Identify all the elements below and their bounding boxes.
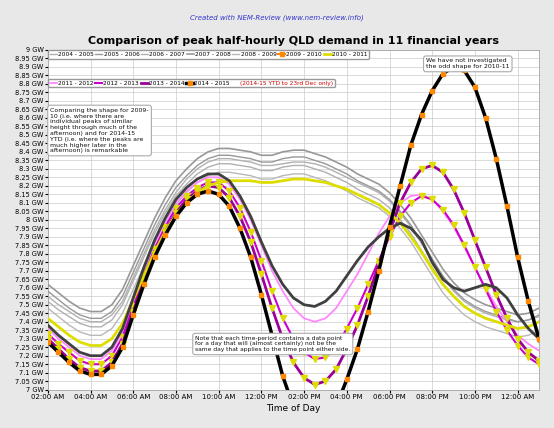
Text: Note that each time-period contains a data point
for a day that will (almost cer: Note that each time-period contains a da… (195, 336, 350, 352)
Title: Comparison of peak half-hourly QLD demand in 11 financial years: Comparison of peak half-hourly QLD deman… (88, 36, 499, 46)
Text: Created with NEM-Review (www.nem-review.info): Created with NEM-Review (www.nem-review.… (190, 14, 364, 21)
Text: We have not investigated
the odd shape for 2010-11: We have not investigated the odd shape f… (426, 59, 510, 69)
Text: Comparing the shape for 2009-
10 (i.e. where there are
individual peaks of simil: Comparing the shape for 2009- 10 (i.e. w… (50, 108, 149, 153)
X-axis label: Time of Day: Time of Day (266, 404, 321, 413)
Legend: 2011 - 2012, 2012 - 2013, 2013 - 2014, 2014 - 2015, (2014-15 YTD to 23rd Dec onl: 2011 - 2012, 2012 - 2013, 2013 - 2014, 2… (48, 79, 335, 87)
